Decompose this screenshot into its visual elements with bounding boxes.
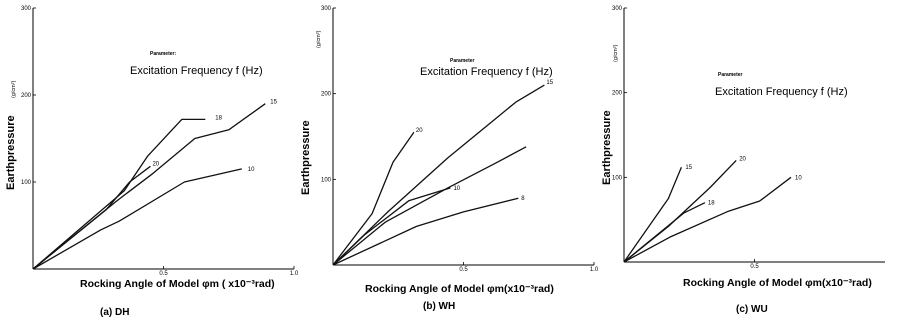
series-label: 15 <box>270 100 277 106</box>
parameter-label: Parameter <box>450 58 475 64</box>
y-axis-unit: (g/cm²) <box>11 80 17 98</box>
series-label: 20 <box>416 128 423 134</box>
y-tick-label: 200 <box>612 91 623 97</box>
y-axis-label: Earthpressure <box>300 120 312 195</box>
panel-caption: (c) WU <box>736 304 768 315</box>
y-tick-label: 300 <box>21 6 32 12</box>
series-label: 10 <box>453 186 460 192</box>
series-label: 8 <box>521 196 525 202</box>
y-tick-label: 100 <box>612 175 623 181</box>
x-axis-label: Rocking Angle of Model φm(x10⁻³rad) <box>365 283 554 295</box>
series-line <box>623 202 706 263</box>
series-label: 15 <box>546 80 553 86</box>
x-tick-label: 0.5 <box>750 264 759 270</box>
series-line <box>32 103 266 270</box>
parameter-title: Excitation Frequency f (Hz) <box>715 86 848 98</box>
panel-caption: (a) DH <box>100 307 129 318</box>
series-line <box>332 84 545 266</box>
parameter-title: Excitation Frequency f (Hz) <box>130 65 263 77</box>
panel-dh: Parameter: Excitation Frequency f (Hz) E… <box>5 6 299 318</box>
series-line <box>623 159 737 263</box>
series-line <box>32 165 151 270</box>
x-tick-label: 1.0 <box>290 271 299 277</box>
series-label: 18 <box>708 201 715 207</box>
series-label: 10 <box>795 175 802 181</box>
series-line <box>332 187 451 266</box>
y-tick-label: 200 <box>21 93 32 99</box>
y-axis-label: Earthpressure <box>5 115 17 190</box>
parameter-label: Parameter: <box>150 51 176 57</box>
x-tick-label: 1.0 <box>590 267 599 273</box>
series-line <box>332 131 415 266</box>
series-line <box>32 168 242 270</box>
series-line <box>332 146 527 266</box>
series-label: 18 <box>215 115 222 121</box>
series-label: 15 <box>685 165 692 171</box>
x-axis-label: Rocking Angle of Model φm(x10⁻³rad) <box>683 277 872 289</box>
panel-wu: Parameter Excitation Frequency f (Hz) Ea… <box>601 6 885 315</box>
y-tick-label: 300 <box>321 6 332 12</box>
y-axis-unit: (g/cm²) <box>316 30 322 48</box>
series-line <box>623 176 792 263</box>
parameter-title: Excitation Frequency f (Hz) <box>420 66 553 78</box>
series-label: 10 <box>248 167 255 173</box>
panel-wh: Parameter Excitation Frequency f (Hz) Ea… <box>300 6 599 312</box>
y-axis-unit: (g/cm²) <box>613 44 619 62</box>
series-label: 20 <box>739 156 746 162</box>
parameter-label: Parameter <box>718 72 743 78</box>
series-line <box>332 197 519 266</box>
series-label: 20 <box>152 161 159 167</box>
panel-caption: (b) WH <box>423 301 455 312</box>
series-line <box>623 166 683 263</box>
y-tick-label: 300 <box>612 6 623 12</box>
x-axis-label: Rocking Angle of Model φm ( x10⁻³rad) <box>80 278 275 290</box>
y-tick-label: 100 <box>21 180 32 186</box>
series-line <box>32 118 206 270</box>
y-tick-label: 100 <box>321 177 332 183</box>
y-tick-label: 200 <box>321 92 332 98</box>
x-tick-label: 0.5 <box>159 271 168 277</box>
x-tick-label: 0.5 <box>459 267 468 273</box>
y-axis-label: Earthpressure <box>601 110 613 185</box>
